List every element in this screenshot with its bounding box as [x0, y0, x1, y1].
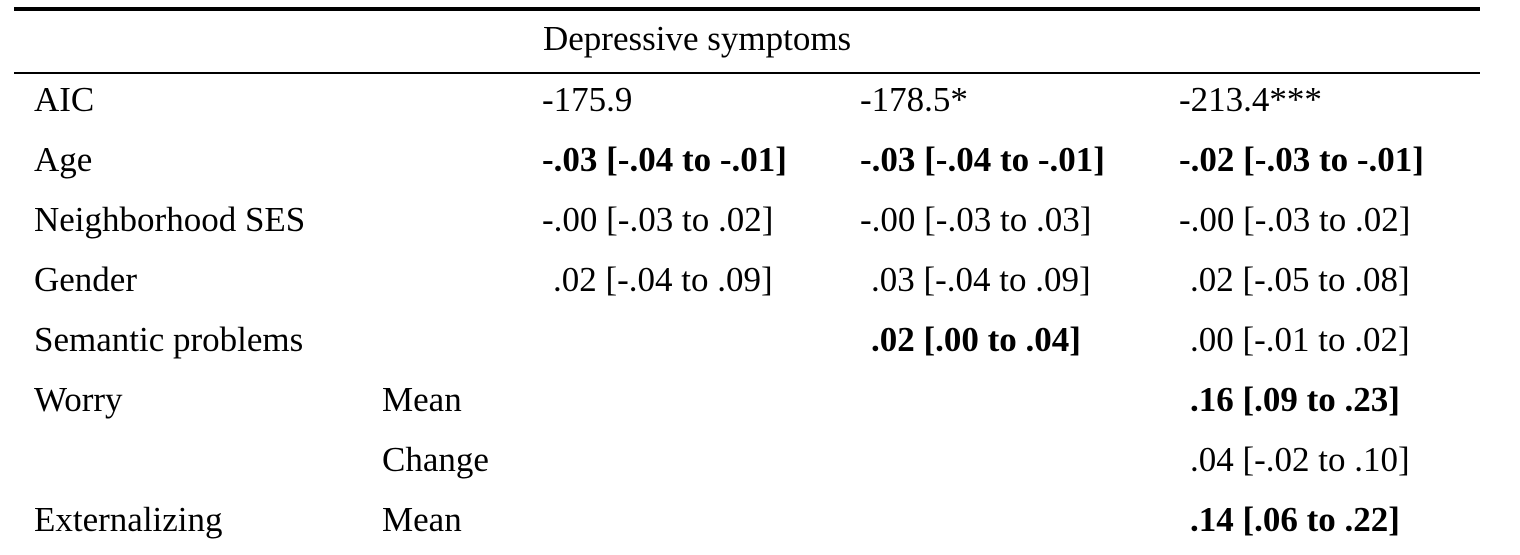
model-3-value: .00 [-.01 to .02]: [1190, 320, 1410, 359]
table-row: Externalizing Mean .14 [.06 to .22]: [0, 495, 1520, 555]
model-1-value: -.03 [-.04 to -.01]: [542, 140, 787, 179]
row-sublabel: Mean: [382, 380, 462, 419]
model-3-value: .02 [-.05 to .08]: [1190, 260, 1410, 299]
model-3-value: .16 [.09 to .23]: [1190, 380, 1400, 419]
row-sublabel: Mean: [382, 500, 462, 539]
table-row: Age -.03 [-.04 to -.01] -.03 [-.04 to -.…: [0, 135, 1520, 195]
table-row: Worry Mean .16 [.09 to .23]: [0, 375, 1520, 435]
model-2-value: .02 [.00 to .04]: [871, 320, 1081, 359]
table-row: Gender .02 [-.04 to .09] .03 [-.04 to .0…: [0, 255, 1520, 315]
table-header-rule: [14, 72, 1480, 74]
model-3-value: -.02 [-.03 to -.01]: [1179, 140, 1424, 179]
row-label: Gender: [34, 260, 138, 299]
row-label: Externalizing: [34, 500, 223, 539]
row-sublabel: Change: [382, 440, 489, 479]
row-label: AIC: [34, 80, 95, 119]
model-3-value: .14 [.06 to .22]: [1190, 500, 1400, 539]
model-2-value: -.03 [-.04 to -.01]: [860, 140, 1105, 179]
row-label: Semantic problems: [34, 320, 304, 359]
model-3-value: .04 [-.02 to .10]: [1190, 440, 1410, 479]
table-row: Neighborhood SES -.00 [-.03 to .02] -.00…: [0, 195, 1520, 255]
model-3-value: -213.4***: [1179, 80, 1322, 119]
row-label: Worry: [34, 380, 123, 419]
table-top-rule: [14, 7, 1480, 11]
column-group-header: Depressive symptoms: [543, 19, 852, 58]
row-label: Neighborhood SES: [34, 200, 306, 239]
row-label: Age: [34, 140, 93, 179]
table-row: AIC -175.9 -178.5* -213.4***: [0, 75, 1520, 135]
model-2-value: .03 [-.04 to .09]: [871, 260, 1091, 299]
model-2-value: -178.5*: [860, 80, 968, 119]
model-1-value: -175.9: [542, 80, 633, 119]
table-row: Semantic problems .02 [.00 to .04] .00 […: [0, 315, 1520, 375]
table-row: Change .04 [-.02 to .10]: [0, 435, 1520, 495]
model-2-value: -.00 [-.03 to .03]: [860, 200, 1092, 239]
model-1-value: -.00 [-.03 to .02]: [542, 200, 774, 239]
model-1-value: .02 [-.04 to .09]: [553, 260, 773, 299]
model-3-value: -.00 [-.03 to .02]: [1179, 200, 1411, 239]
